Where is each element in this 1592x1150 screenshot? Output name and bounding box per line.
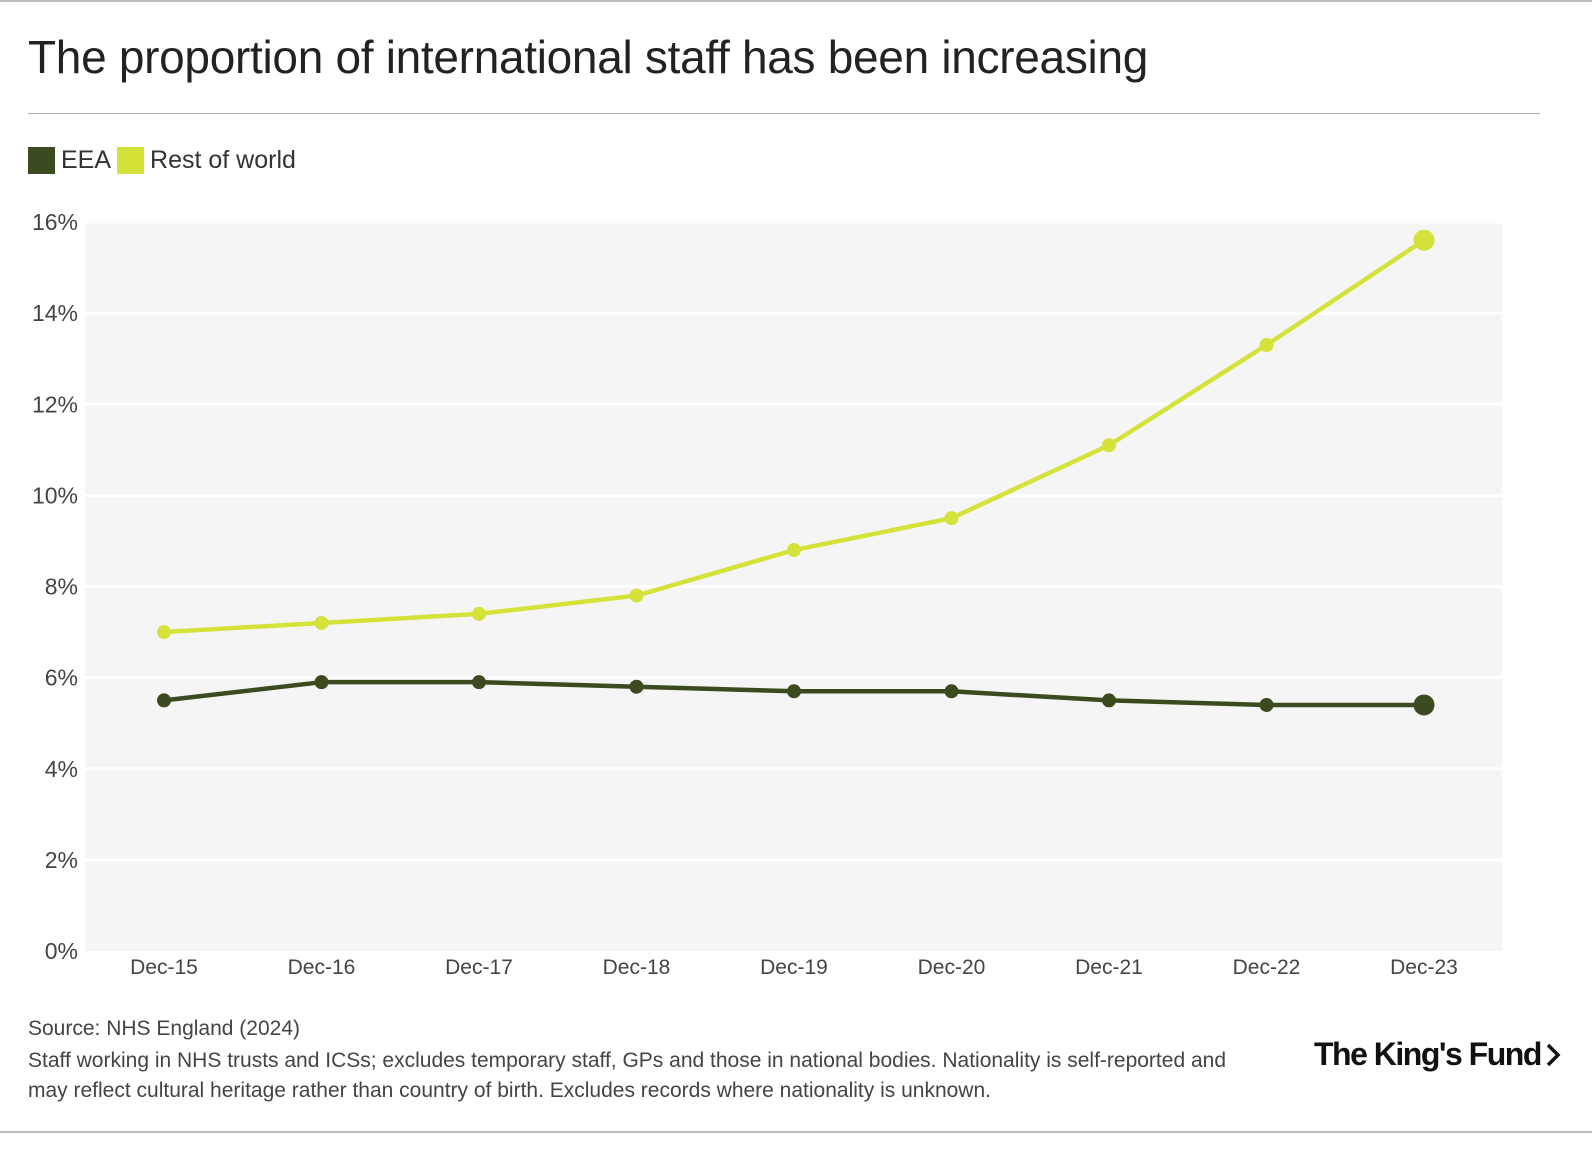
y-tick-label-16: 16% [32,209,78,235]
legend-swatch-eea [28,147,55,174]
data-point-rest-of-world-dec-18 [629,588,644,603]
x-tick-label-dec-15: Dec-15 [130,956,198,979]
top-border [0,0,1592,2]
legend-item-eea: EEA [28,146,111,175]
data-point-eea-dec-18 [629,679,644,694]
y-tick-label-4: 4% [45,756,78,782]
legend-label-rest-of-world: Rest of world [150,146,296,174]
data-point-eea-dec-19 [787,684,801,699]
legend-label-eea: EEA [61,146,112,174]
footnote: Staff working in NHS trusts and ICSs; ex… [28,1049,1226,1102]
source-note: Source: NHS England (2024) [28,1017,300,1040]
title-divider [28,113,1540,114]
y-tick-label-0: 0% [45,938,78,964]
x-tick-label-dec-21: Dec-21 [1075,956,1143,979]
x-tick-label-dec-23: Dec-23 [1390,956,1458,979]
data-point-eea-dec-15 [157,693,171,708]
logo-text: The King's Fund [1314,1036,1542,1072]
x-tick-label-dec-20: Dec-20 [918,956,986,979]
line-chart: 0% 2% 4% 6% 8% 10% 12% 14% 16% Dec-15 Dec-16 Dec-17… [32,209,1502,979]
bottom-border [0,1131,1592,1133]
data-point-rest-of-world-dec-15 [157,625,171,640]
data-point-eea-dec-17 [472,675,486,690]
data-point-rest-of-world-dec-19 [787,543,801,558]
x-tick-label-dec-19: Dec-19 [760,956,828,979]
legend-item-rest-of-world: Rest of world [117,146,296,175]
y-tick-label-12: 12% [32,391,78,417]
x-tick-label-dec-22: Dec-22 [1233,956,1301,979]
y-tick-label-8: 8% [45,574,78,600]
data-point-rest-of-world-dec-23 [1413,229,1435,251]
y-tick-label-14: 14% [32,300,78,326]
data-point-eea-dec-21 [1102,693,1116,708]
data-point-eea-dec-16 [314,675,329,690]
data-point-rest-of-world-dec-22 [1259,338,1274,353]
data-point-eea-dec-22 [1259,697,1274,712]
legend-swatch-rest-of-world [117,147,145,174]
data-point-rest-of-world-dec-17 [472,606,486,621]
x-tick-label-dec-18: Dec-18 [603,956,671,979]
kings-fund-logo: The King's Fund [1314,1036,1561,1073]
y-tick-label-2: 2% [45,847,78,873]
y-tick-label-10: 10% [32,482,78,508]
data-point-rest-of-world-dec-20 [944,511,959,526]
x-tick-label-dec-16: Dec-16 [288,956,356,979]
data-point-eea-dec-20 [944,684,959,699]
y-tick-label-6: 6% [45,665,78,691]
x-tick-label-dec-17: Dec-17 [445,956,513,979]
data-point-rest-of-world-dec-21 [1102,438,1116,453]
chart-title: The proportion of international staff ha… [28,31,1149,83]
legend: EEA Rest of world [28,146,302,175]
data-point-eea-dec-23 [1413,694,1435,716]
data-point-rest-of-world-dec-16 [314,615,329,630]
chevron-right-icon [1546,1043,1561,1066]
